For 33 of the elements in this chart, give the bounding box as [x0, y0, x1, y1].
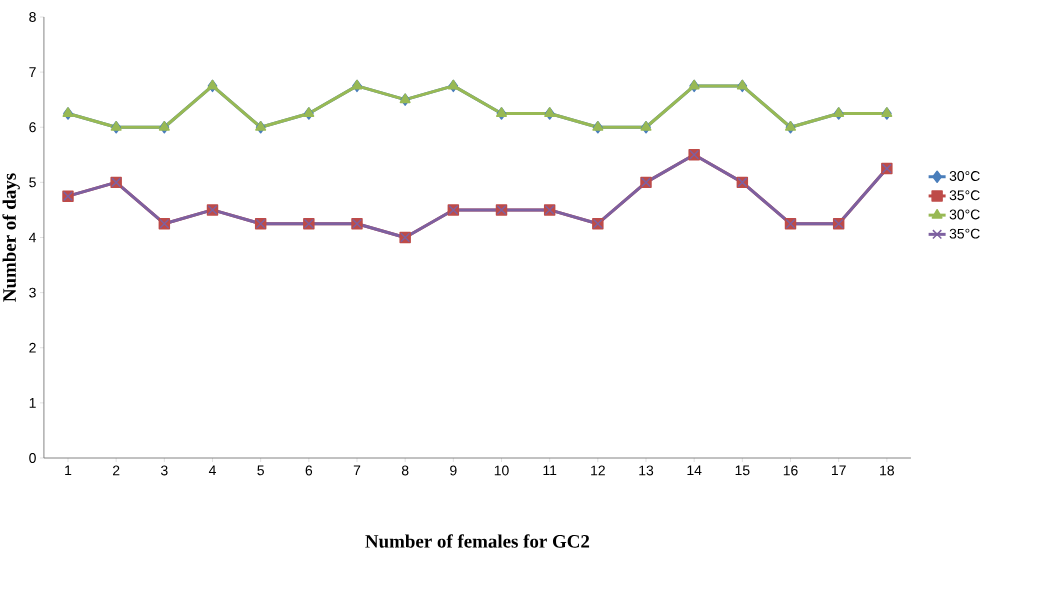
x-tick-label: 15	[735, 465, 750, 476]
y-tick-label: 0	[29, 453, 36, 463]
y-tick-label: 2	[29, 342, 36, 353]
y-tick-label: 8	[29, 12, 36, 22]
x-tick-label: 10	[494, 465, 509, 476]
y-axis-title: Number of days	[2, 173, 20, 302]
x-tick-label: 2	[112, 465, 120, 476]
y-tick-label: 6	[29, 122, 36, 133]
legend-label: 30°C	[949, 209, 980, 220]
x-tick-label: 18	[880, 465, 894, 476]
x-tick-label: 8	[401, 465, 409, 476]
x-tick-label: 5	[257, 465, 264, 476]
y-tick-label: 5	[29, 177, 36, 188]
y-tick-label: 3	[29, 287, 36, 298]
y-tick-label: 1	[29, 398, 36, 408]
legend-label: 35°C	[949, 190, 980, 201]
x-tick-label: 3	[160, 465, 168, 476]
y-tick-label: 4	[28, 232, 36, 243]
y-tick-label: 7	[29, 67, 36, 77]
x-tick-label: 16	[783, 465, 798, 476]
x-tick-label: 14	[687, 465, 702, 476]
x-tick-label: 12	[591, 465, 605, 476]
legend-label: 30°C	[949, 171, 980, 181]
x-tick-label: 7	[353, 465, 361, 476]
x-tick-label: 11	[543, 465, 557, 476]
x-tick-label: 13	[639, 465, 654, 476]
x-tick-label: 1	[65, 465, 72, 476]
x-tick-label: 17	[831, 465, 846, 476]
x-tick-label: 9	[450, 465, 457, 476]
legend-label: 35°C	[949, 228, 980, 239]
x-tick-label: 6	[305, 465, 313, 476]
x-axis-title: Number of females for GC2	[365, 534, 590, 548]
x-tick-label: 4	[208, 465, 216, 476]
